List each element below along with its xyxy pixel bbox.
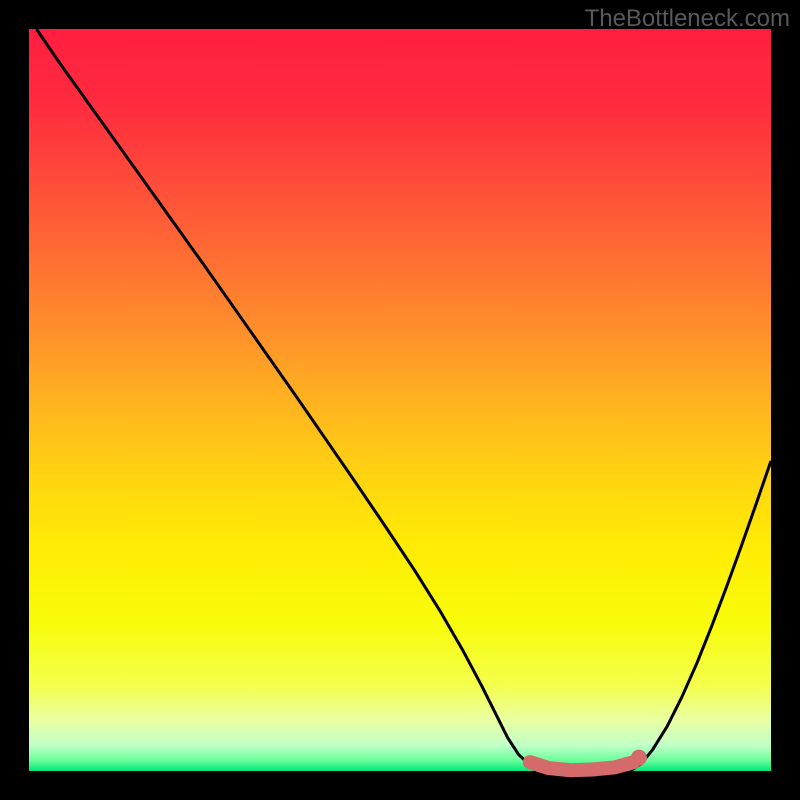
right-curve: [630, 461, 771, 771]
chart-container: TheBottleneck.com: [0, 0, 800, 800]
watermark-text: TheBottleneck.com: [585, 5, 790, 33]
left-curve: [36, 29, 541, 771]
flat-segment: [530, 762, 634, 770]
curves-layer: [0, 0, 800, 800]
end-marker: [631, 750, 647, 766]
